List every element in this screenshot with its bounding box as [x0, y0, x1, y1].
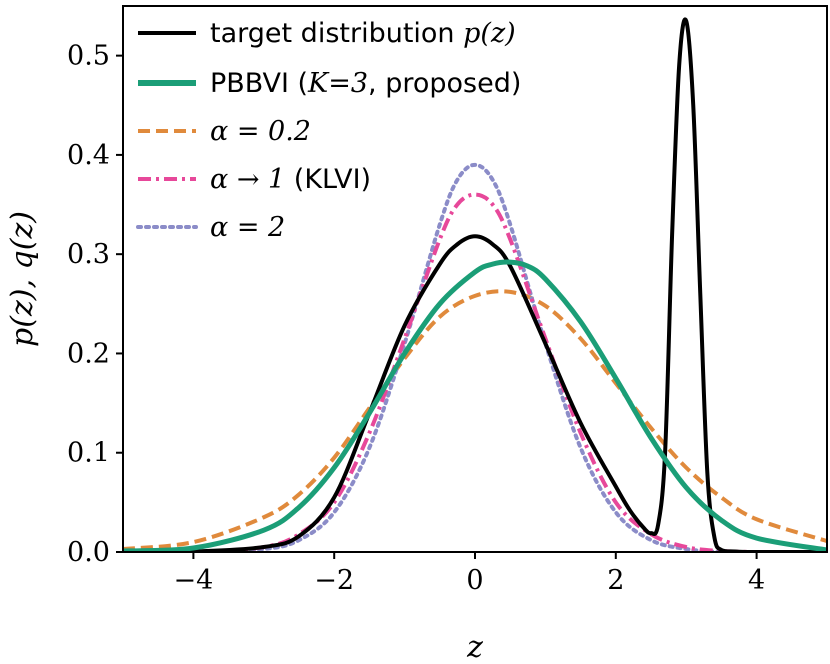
y-tick-label: 0.1	[67, 438, 110, 469]
axes-layer: −4 −2 0 2 4 0.0 0.1 0.2 0.3 0.4 0.5 z p(z), q(z)	[5, 5, 828, 664]
series-line-0	[123, 17, 827, 552]
legend-label: target distribution p(z)	[210, 18, 516, 49]
x-tick-label: 0	[466, 565, 483, 596]
curve-layer	[123, 17, 827, 552]
legend-label: α = 2	[210, 212, 285, 243]
legend-label: PBBVI (K=3, proposed)	[210, 68, 521, 99]
x-tick-label: −2	[314, 565, 354, 596]
x-tick-label: 2	[607, 565, 624, 596]
y-tick-label: 0.0	[67, 537, 110, 568]
x-tick-label: 4	[748, 565, 765, 596]
y-tick-label: 0.2	[67, 338, 110, 369]
series-line-2	[123, 289, 827, 552]
y-tick-label: 0.3	[67, 239, 110, 270]
x-axis-label: z	[466, 630, 483, 664]
series-line-4	[123, 162, 827, 552]
y-axis-label: p(z), q(z)	[5, 211, 40, 347]
legend: target distribution p(z) PBBVI (K=3, prop…	[136, 18, 521, 243]
y-tick-label: 0.5	[67, 41, 110, 72]
x-tick-label: −4	[173, 565, 213, 596]
legend-label: α → 1 (KLVI)	[210, 164, 371, 195]
series-line-3	[123, 192, 827, 552]
y-tick-label: 0.4	[67, 140, 110, 171]
series-line-1	[123, 259, 827, 552]
legend-label: α = 0.2	[210, 116, 311, 147]
